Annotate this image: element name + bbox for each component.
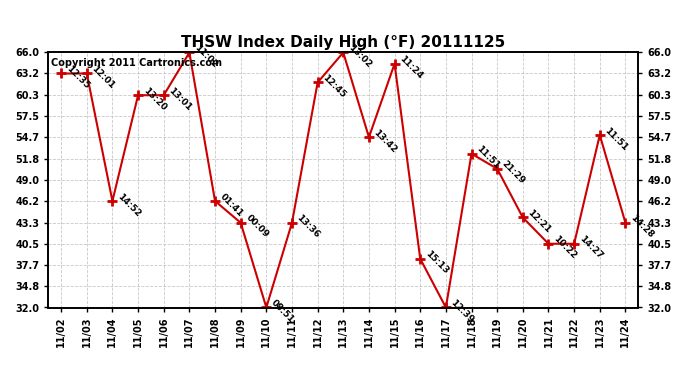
- Text: Copyright 2011 Cartronics.com: Copyright 2011 Cartronics.com: [51, 58, 222, 68]
- Text: 01:41: 01:41: [218, 192, 245, 218]
- Text: 21:29: 21:29: [500, 159, 527, 186]
- Text: 11:02: 11:02: [193, 43, 219, 70]
- Text: 12:39: 12:39: [449, 298, 475, 325]
- Text: 13:36: 13:36: [295, 213, 322, 240]
- Text: 10:22: 10:22: [551, 234, 578, 261]
- Text: 12:01: 12:01: [90, 64, 117, 91]
- Text: 00:09: 00:09: [244, 213, 270, 240]
- Text: 15:13: 15:13: [423, 249, 450, 276]
- Text: 12:45: 12:45: [321, 73, 347, 100]
- Text: 12:35: 12:35: [64, 64, 91, 91]
- Text: 13:42: 13:42: [372, 128, 399, 154]
- Text: 14:52: 14:52: [115, 192, 142, 218]
- Text: 11:51: 11:51: [603, 126, 629, 152]
- Text: 14:27: 14:27: [578, 234, 604, 261]
- Text: 14:28: 14:28: [629, 213, 656, 240]
- Text: 12:21: 12:21: [526, 208, 553, 235]
- Text: 13:02: 13:02: [346, 43, 373, 70]
- Title: THSW Index Daily High (°F) 20111125: THSW Index Daily High (°F) 20111125: [181, 35, 505, 50]
- Text: 13:01: 13:01: [167, 86, 193, 112]
- Text: 11:24: 11:24: [397, 54, 424, 81]
- Text: 08:51: 08:51: [269, 298, 296, 325]
- Text: 11:51: 11:51: [475, 144, 501, 171]
- Text: 13:20: 13:20: [141, 86, 168, 112]
